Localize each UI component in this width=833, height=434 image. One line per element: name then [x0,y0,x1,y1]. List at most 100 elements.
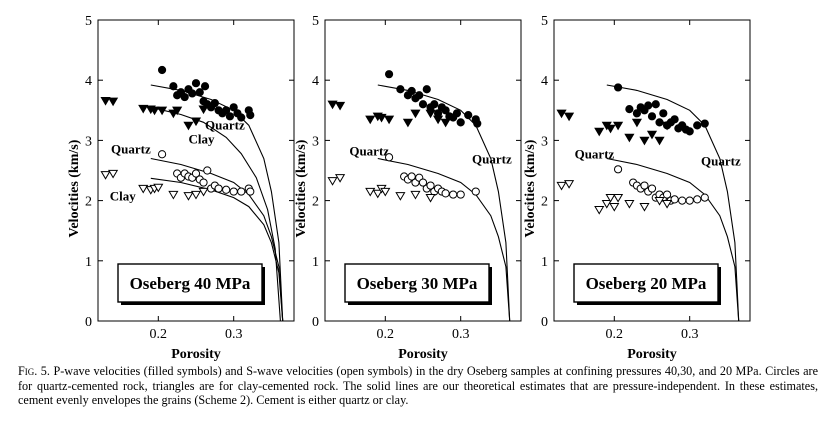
plot-frame [553,19,751,322]
chart-panel-3: 0 1 2 3 4 5 0.2 0.3 Porosity Velocities (km/s) Qua… [523,14,751,362]
s-wave-triangle-point [108,169,119,179]
line-label-quartz: Quartz [111,142,151,157]
x-tick-label: 0.3 [225,327,243,342]
p-wave-circle-point [384,70,394,79]
y-tick-label: 4 [541,74,548,89]
p-wave-circle-point [195,88,204,97]
p-wave-circle-point [647,112,657,121]
p-wave-triangle-point [440,118,451,128]
p-wave-circle-point [396,85,405,94]
line-label-quartz: Quartz [472,151,512,166]
s-wave-circle-point [670,195,679,204]
s-wave-triangle-point [654,196,665,206]
plot-frame [324,19,522,322]
s-wave-triangle-point [564,180,575,189]
p-wave-triangle-point [564,112,575,122]
p-wave-triangle-point [335,101,346,111]
y-tick-label: 1 [312,255,319,270]
s-wave-circle-point [640,181,649,190]
p-wave-circle-point [237,113,246,122]
p-wave-triangle-point [198,105,209,115]
y-tick-label: 0 [312,315,319,330]
s-wave-triangle-point [335,174,346,183]
p-wave-triangle-point [631,118,642,128]
y-tick-label: 4 [85,74,92,89]
y-tick-label: 0 [85,315,92,330]
title-box [573,263,719,303]
p-wave-circle-point [418,100,428,109]
line-label-quartz: Quartz [349,143,389,158]
chart-panel-2: 0 1 2 3 4 5 0.2 0.3 Porosity Velocities (km/s) Qua… [294,14,522,362]
p-wave-triangle-point [190,117,202,127]
s-wave-circle-point [384,153,394,162]
s-wave-circle-point [685,196,694,205]
y-tick-label: 5 [312,14,319,29]
s-wave-circle-point [199,178,208,187]
y-tick-label: 5 [85,14,92,29]
p-wave-triangle-point [613,121,624,131]
p-wave-circle-point [473,119,482,128]
p-wave-circle-point [644,101,653,110]
p-wave-circle-point [700,119,709,128]
s-wave-circle-point [613,165,623,174]
p-wave-circle-point [625,104,634,114]
s-wave-circle-point [441,189,450,198]
p-wave-triangle-point [433,115,444,125]
p-wave-circle-point [180,92,189,102]
chart-title: Oseberg 30 MPa [357,274,478,293]
p-wave-circle-point [441,106,450,115]
x-axis-label: Porosity [171,347,221,362]
p-wave-circle-point [452,109,462,118]
p-wave-triangle-point [183,121,194,131]
p-wave-triangle-point [425,109,436,119]
caption-label: Fig. 5. [18,364,50,378]
p-wave-circle-point [210,98,219,108]
p-wave-circle-point [464,111,473,120]
p-wave-circle-point [655,118,664,127]
p-wave-circle-point [169,82,178,91]
p-wave-triangle-point [376,113,387,123]
p-wave-triangle-point [646,130,658,140]
s-wave-triangle-point [605,193,616,203]
s-wave-triangle-point [138,184,149,194]
p-wave-circle-point [407,86,416,96]
p-wave-triangle-point [149,106,160,116]
p-wave-circle-point [188,89,197,98]
s-wave-triangle-point [594,205,605,215]
s-wave-circle-point [191,169,201,178]
p-wave-triangle-point [605,124,616,134]
y-tick-label: 0 [541,315,548,330]
y-axis-label: Velocities (km/s) [294,139,309,237]
y-tick-label: 3 [312,134,319,149]
s-wave-triangle-point [100,171,111,180]
x-tick-label: 0.2 [150,327,168,342]
line-label-clay: Clay [110,189,137,204]
p-wave-triangle-point [327,100,338,110]
p-wave-triangle-point [662,121,673,131]
s-wave-circle-point [418,178,428,187]
y-tick-label: 2 [541,195,548,210]
s-wave-circle-point [229,187,238,196]
s-wave-triangle-point [395,192,406,201]
y-tick-label: 4 [312,74,319,89]
p-wave-circle-point [246,111,255,120]
y-tick-label: 3 [85,134,92,149]
y-tick-label: 1 [85,255,92,270]
p-wave-circle-point [415,91,424,100]
p-wave-circle-point [222,106,231,115]
y-tick-label: 5 [541,14,548,29]
s-wave-triangle-point [639,202,650,212]
model-curve-clay [150,177,284,322]
s-wave-triangle-point [380,187,391,197]
chart-panel-1: 0 1 2 3 4 5 0.2 0.3 Porosity Velocities (km/s) Qua… [67,14,295,362]
plot-frame [97,19,295,322]
s-wave-circle-point [426,181,435,190]
figure: 0 1 2 3 4 5 0.2 0.3 Porosity Velocities (km/s) Qua… [67,14,751,362]
s-wave-triangle-point [609,202,620,212]
x-tick-label: 0.2 [606,327,624,342]
x-tick-label: 0.3 [452,327,470,342]
title-box [117,263,263,303]
s-wave-circle-point [246,187,255,196]
y-tick-label: 2 [85,195,92,210]
s-wave-triangle-point [153,183,164,193]
